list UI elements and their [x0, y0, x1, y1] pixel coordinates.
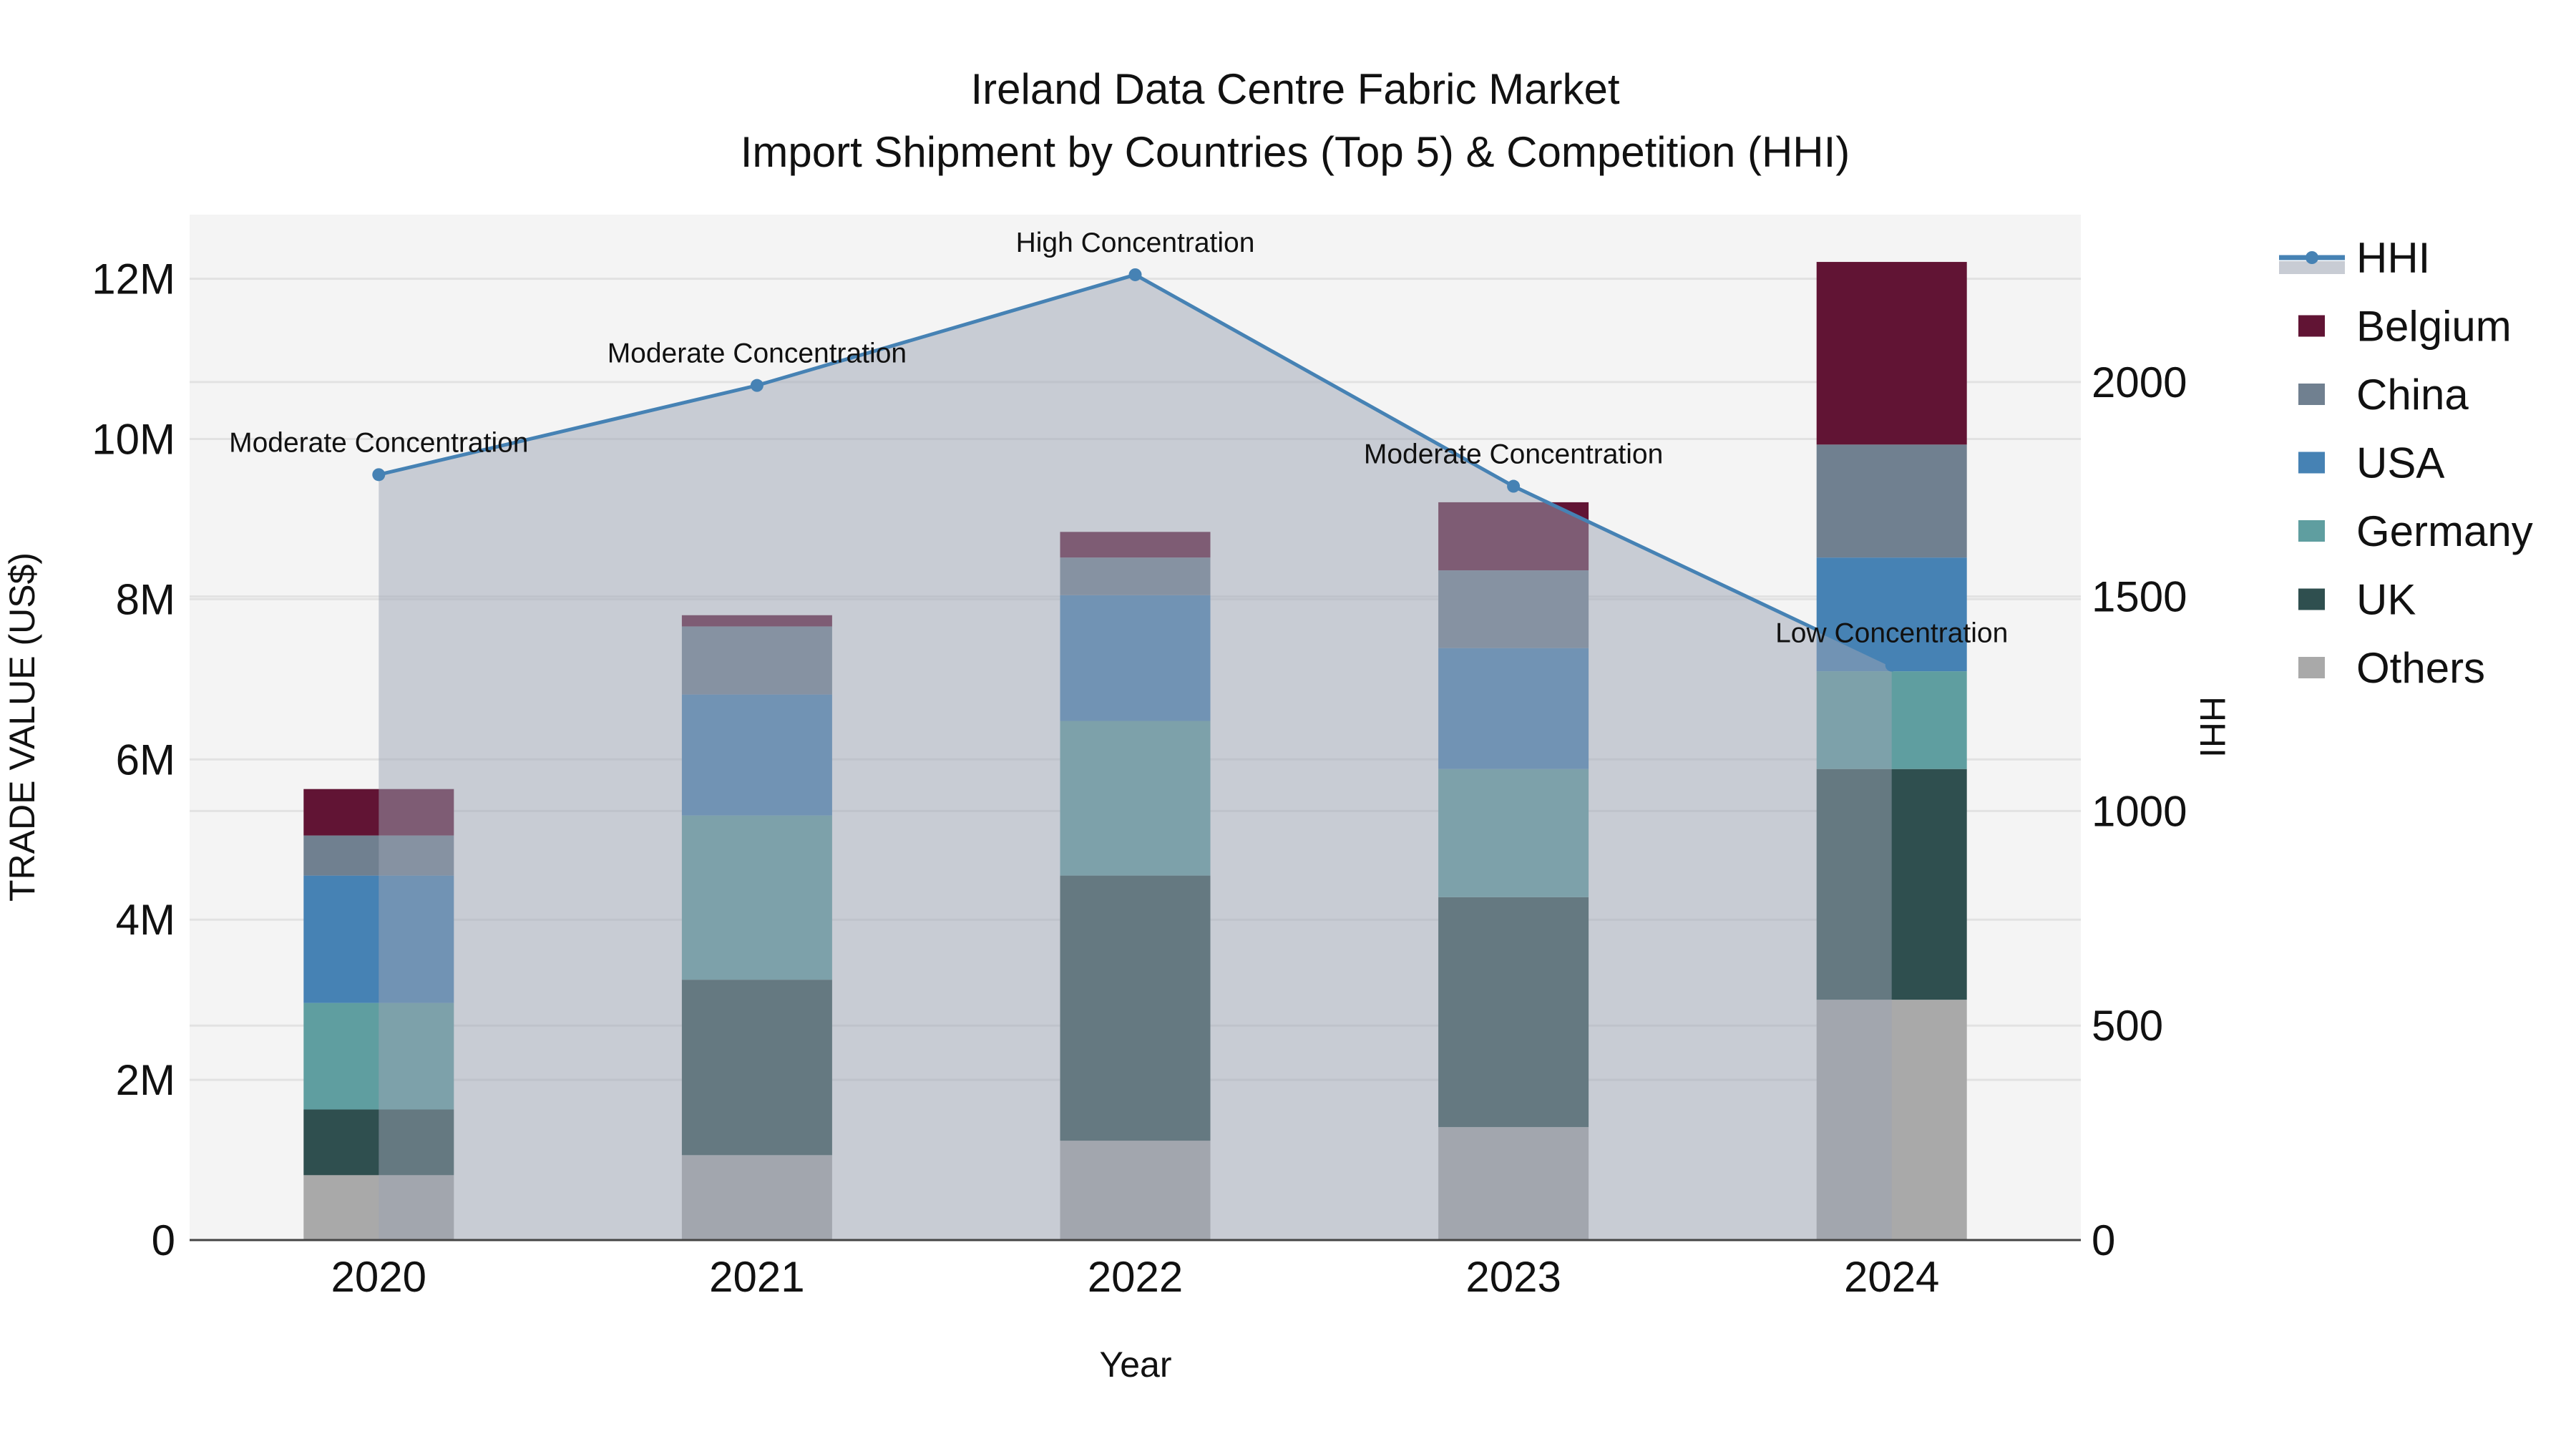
- legend-item-usa: USA: [2298, 439, 2444, 487]
- legend-swatch: [2298, 315, 2325, 337]
- y-tick-label: 2M: [116, 1056, 175, 1104]
- hhi-annotation: Moderate Concentration: [229, 427, 528, 458]
- legend-swatch: [2298, 452, 2325, 474]
- hhi-area: [379, 274, 1892, 1241]
- legend-hhi-marker: [2306, 251, 2318, 264]
- hhi-annotation: Moderate Concentration: [608, 338, 907, 369]
- x-tick-label: 2022: [1088, 1253, 1183, 1301]
- legend-swatch: [2298, 657, 2325, 678]
- legend-label: Others: [2356, 644, 2485, 692]
- y-tick-label: 12M: [92, 255, 175, 303]
- hhi-point: [372, 468, 386, 482]
- chart-title-line1: Ireland Data Centre Fabric Market: [970, 65, 1619, 113]
- legend-item-hhi: HHI: [2279, 234, 2430, 282]
- hhi-area-fill: [379, 274, 1892, 1241]
- ticks: 0 2M 4M 6M 8M 10M 12M 0 500 1000 1500 2000 2020 2021 2…: [92, 255, 2187, 1301]
- y2-tick-label: 2000: [2092, 358, 2187, 406]
- legend-label: HHI: [2356, 234, 2430, 282]
- hhi-point: [1507, 479, 1521, 493]
- y-tick-label: 10M: [92, 415, 175, 463]
- hhi-point: [1885, 658, 1898, 672]
- bar-belgium-2024: [1816, 262, 1967, 445]
- legend: HHI Belgium China USA Germany UK Others: [2279, 234, 2533, 692]
- y-tick-label: 4M: [116, 896, 175, 944]
- hhi-point: [1128, 268, 1142, 281]
- legend-item-germany: Germany: [2298, 507, 2533, 555]
- legend-item-others: Others: [2298, 644, 2485, 692]
- y-axis-title: TRADE VALUE (US$): [2, 552, 42, 902]
- hhi-annotation: High Concentration: [1016, 228, 1255, 258]
- legend-swatch: [2298, 384, 2325, 405]
- y2-axis-title: HHI: [2192, 696, 2233, 758]
- y2-tick-label: 500: [2092, 1002, 2163, 1050]
- x-tick-label: 2020: [331, 1253, 426, 1301]
- legend-label: China: [2356, 371, 2469, 419]
- y-tick-label: 8M: [116, 575, 175, 623]
- x-tick-label: 2023: [1465, 1253, 1561, 1301]
- hhi-line: Moderate Concentration Moderate Concentra…: [229, 228, 2008, 672]
- x-tick-label: 2021: [709, 1253, 804, 1301]
- hhi-annotation: Low Concentration: [1775, 618, 2008, 649]
- legend-label: USA: [2356, 439, 2444, 487]
- y-tick-label: 0: [152, 1216, 175, 1264]
- legend-item-belgium: Belgium: [2298, 303, 2512, 351]
- legend-item-china: China: [2298, 371, 2469, 419]
- hhi-point: [750, 379, 763, 392]
- hhi-annotation: Moderate Concentration: [1364, 439, 1663, 470]
- legend-item-uk: UK: [2298, 576, 2416, 624]
- y2-tick-label: 1000: [2092, 787, 2187, 835]
- legend-label: Belgium: [2356, 303, 2512, 351]
- legend-swatch: [2298, 520, 2325, 542]
- legend-label: UK: [2356, 576, 2416, 624]
- legend-label: Germany: [2356, 507, 2533, 555]
- bar-china-2024: [1816, 444, 1967, 558]
- y2-tick-label: 0: [2092, 1216, 2115, 1264]
- legend-swatch: [2298, 588, 2325, 610]
- y2-tick-label: 1500: [2092, 573, 2187, 621]
- y-tick-label: 6M: [116, 736, 175, 784]
- x-tick-label: 2024: [1844, 1253, 1939, 1301]
- chart-title-line2: Import Shipment by Countries (Top 5) & C…: [741, 128, 1850, 176]
- legend-hhi-area-swatch: [2279, 261, 2345, 274]
- x-axis-title: Year: [1099, 1345, 1171, 1385]
